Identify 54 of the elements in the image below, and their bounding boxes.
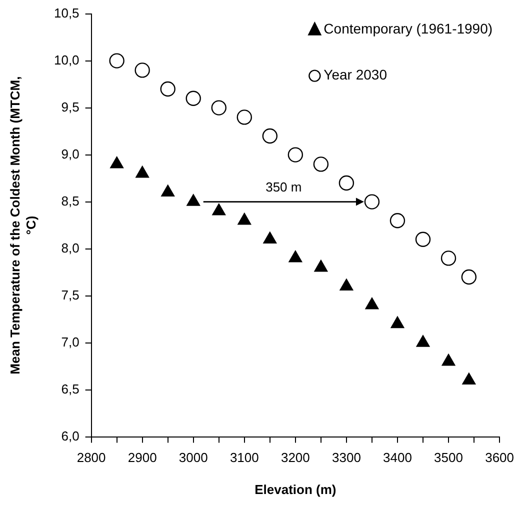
point <box>364 194 380 210</box>
y-tick-label: 9,5 <box>61 99 80 114</box>
x-tick-label: 3600 <box>485 450 514 466</box>
point <box>314 260 328 272</box>
point <box>461 269 477 285</box>
point <box>288 147 304 162</box>
point <box>390 316 404 328</box>
x-tick-label: 3000 <box>178 450 208 466</box>
point <box>212 204 226 216</box>
y-axis-title: Mean Temperature of the Coldest Month (MTCM, °C) <box>8 76 39 374</box>
y-tick-label: 7,5 <box>61 287 80 302</box>
y-tick-label: 9,0 <box>61 146 80 162</box>
point <box>442 354 456 366</box>
point <box>262 128 278 144</box>
point <box>415 232 431 247</box>
point <box>236 110 252 125</box>
y-tick-label: 8,0 <box>61 240 80 256</box>
point <box>110 156 124 168</box>
y-tick-label: 7,0 <box>61 334 80 350</box>
point <box>288 250 302 262</box>
y-tick-label: 6,0 <box>61 428 80 444</box>
point <box>109 53 124 68</box>
x-tick-label: 3500 <box>434 450 463 466</box>
point <box>440 250 456 266</box>
x-axis-title: Elevation (m) <box>254 482 336 497</box>
point <box>365 298 379 310</box>
point <box>462 372 476 384</box>
point <box>136 166 149 178</box>
point <box>416 335 430 347</box>
point <box>340 278 354 290</box>
x-tick-label: 3400 <box>383 450 412 466</box>
x-tick-label: 3100 <box>230 450 259 466</box>
point <box>186 90 201 106</box>
point <box>238 213 252 225</box>
y-tick-label: 10,0 <box>54 52 80 68</box>
y-tick-label: 8,5 <box>61 193 80 208</box>
point <box>161 184 175 196</box>
point <box>186 194 200 206</box>
x-tick-label: 3200 <box>280 450 310 466</box>
point <box>338 175 354 191</box>
legend-label: Year 2030 <box>324 66 388 83</box>
y-tick-label: 10,5 <box>54 5 80 20</box>
point <box>134 62 150 78</box>
point <box>263 232 277 244</box>
annotation: 350 m <box>266 179 302 194</box>
point <box>313 156 329 172</box>
point <box>390 213 406 228</box>
point <box>211 100 226 116</box>
x-tick-label: 2800 <box>76 450 106 466</box>
x-tick-label: 3300 <box>332 450 361 466</box>
y-tick-label: 6,5 <box>61 381 80 396</box>
x-tick-label: 2900 <box>128 450 157 466</box>
legend-label: Contemporary (1961-1990) <box>324 20 493 37</box>
point <box>160 81 176 97</box>
